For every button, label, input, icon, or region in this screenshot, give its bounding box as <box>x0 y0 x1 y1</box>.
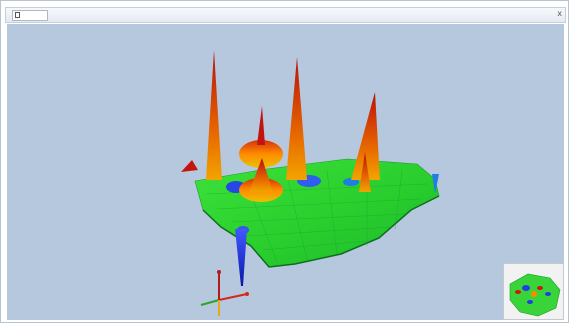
3d-surface-scene[interactable] <box>7 24 564 320</box>
3d-viewport[interactable] <box>7 24 564 320</box>
document-icon <box>15 12 20 18</box>
axis-triad <box>200 270 249 316</box>
peak-3 <box>351 92 380 180</box>
navigation-minimap[interactable] <box>503 263 564 320</box>
surface-plane <box>194 158 440 268</box>
y-axis <box>200 299 220 306</box>
peak-1 <box>206 50 222 180</box>
document-tab-bar: x <box>5 7 566 23</box>
edge-spike <box>432 174 439 194</box>
x-axis <box>218 293 248 301</box>
peak-4 <box>359 152 371 192</box>
close-icon[interactable]: x <box>557 9 562 18</box>
peak-2 <box>286 57 307 180</box>
surface-dome <box>239 106 283 202</box>
edge-spike <box>181 160 198 172</box>
document-tab[interactable] <box>12 10 48 21</box>
minimap-surface[interactable] <box>504 264 564 320</box>
surface-trough <box>235 229 247 286</box>
surface-peaks <box>206 50 380 192</box>
